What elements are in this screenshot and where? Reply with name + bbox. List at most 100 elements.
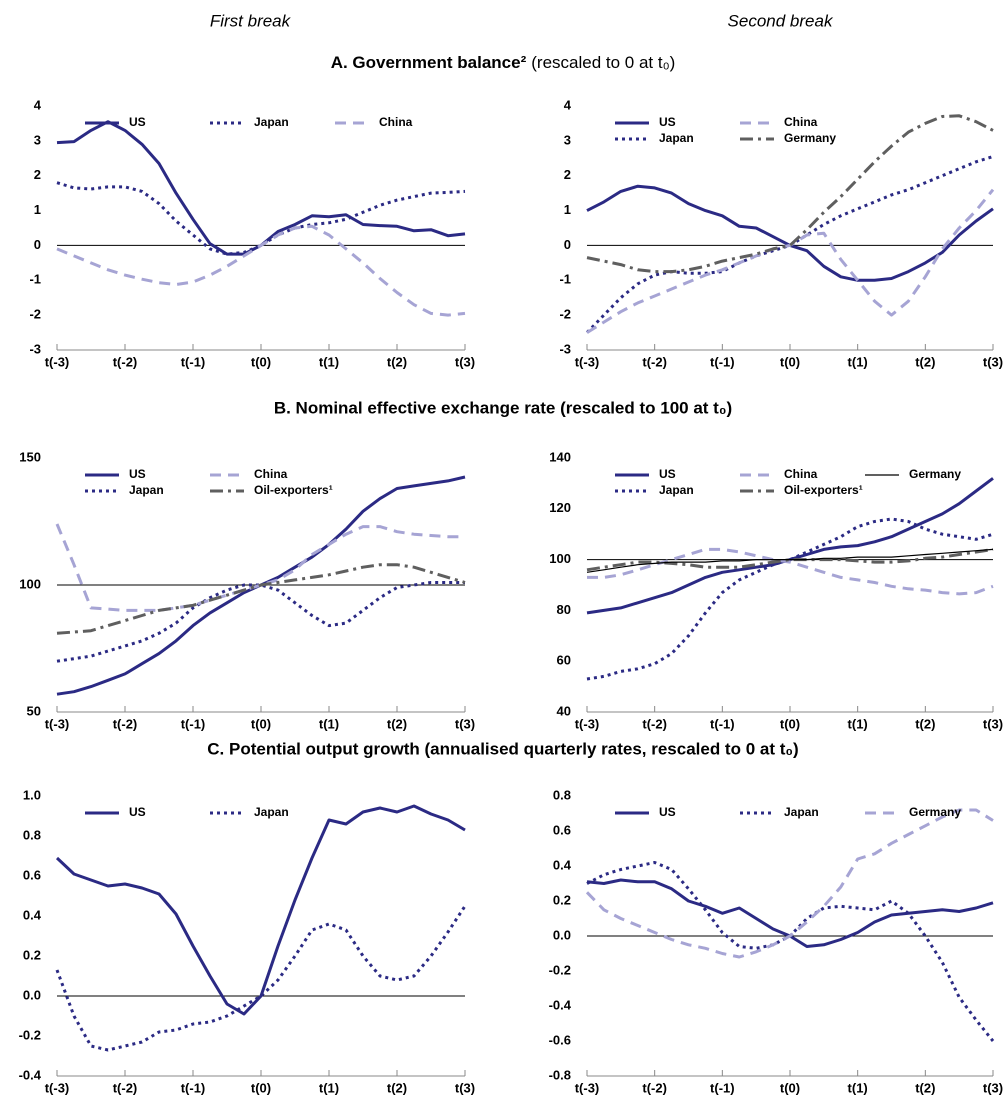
x-tick-label: t(-1) [181,716,206,731]
y-tick-label: -0.2 [19,1027,41,1042]
x-tick-label: t(-2) [642,716,667,731]
legend-label: China [379,115,413,129]
series-line [586,188,995,334]
legend-label: Germany [909,805,961,819]
chart: -0.4 -0.2 0.0 0.2 0.4 0.6 0.8 1.0 t(-3) t(-2) t(-1… [19,787,476,1095]
x-tick-label: t(3) [455,716,475,731]
x-tick-label: t(3) [455,1080,475,1095]
x-tick-label: t(-3) [575,354,600,369]
x-tick-label: t(3) [983,354,1003,369]
chart: -3 -2 -1 0 1 2 3 4 t(-3) t(-2) t(-1) t(0) t(1) t(2) t(… [29,97,475,369]
y-tick-label: 100 [549,551,571,566]
x-tick-label: t(-3) [575,1080,600,1095]
x-tick-label: t(0) [780,354,800,369]
series-line [56,224,466,317]
chart: 50 100 150 t(-3) t(-2) t(-1) t(0) t(1) t(2) t(3) U… [19,449,475,731]
series-line [586,477,994,615]
series-line [586,861,995,1042]
y-tick-label: 1.0 [23,787,41,802]
series-line [56,181,466,256]
legend-label: Germany [784,131,836,145]
legend-label: US [129,805,146,819]
legend-label: China [254,467,288,481]
x-tick-label: t(-3) [45,716,70,731]
legend-label: Japan [659,131,694,145]
chart: -3 -2 -1 0 1 2 3 4 t(-3) t(-2) t(-1) t(0) t(1) t(2) t(… [559,97,1003,369]
y-tick-label: 1 [564,202,571,217]
y-tick-label: 80 [557,602,571,617]
y-tick-label: 0.0 [553,927,571,942]
y-tick-label: 140 [549,449,571,464]
legend-label: Japan [784,805,819,819]
legend-label: Japan [254,805,289,819]
y-tick-label: 0.4 [23,907,42,922]
y-tick-label: 0 [564,237,571,252]
x-tick-label: t(-1) [710,1080,735,1095]
x-tick-label: t(-1) [181,1080,206,1095]
y-tick-label: 0.8 [23,827,41,842]
section-title: A. Government balance² (rescaled to 0 at … [331,53,676,72]
y-tick-label: -1 [29,272,41,287]
series-line [585,808,994,959]
y-tick-label: 0.2 [553,892,571,907]
x-tick-label: t(1) [848,354,868,369]
y-tick-label: -2 [29,307,41,322]
legend-label: Japan [254,115,289,129]
y-tick-label: 0.4 [553,857,572,872]
x-tick-label: t(-2) [113,1080,138,1095]
section-title: B. Nominal effective exchange rate (resc… [274,398,732,417]
legend-label: Japan [659,483,694,497]
legend-label: US [129,115,146,129]
y-tick-label: 2 [34,167,41,182]
x-tick-label: t(1) [319,716,339,731]
section-note: (rescaled to 0 at t₀) [531,53,675,72]
series-line [55,523,465,612]
x-tick-label: t(1) [848,716,868,731]
y-tick-label: 60 [557,653,571,668]
x-tick-label: t(2) [387,354,407,369]
y-tick-label: 4 [34,97,42,112]
y-tick-label: 3 [564,132,571,147]
x-tick-label: t(3) [455,354,475,369]
x-tick-label: t(-2) [642,354,667,369]
y-tick-label: -0.2 [549,962,571,977]
y-tick-label: 0.8 [553,787,571,802]
x-tick-label: t(1) [319,1080,339,1095]
x-tick-label: t(-2) [113,716,138,731]
chart: -0.8 -0.6 -0.4 -0.2 0.0 0.2 0.4 0.6 0.8 t(-3) t(-2… [549,787,1004,1095]
x-tick-label: t(2) [387,1080,407,1095]
y-tick-label: 3 [34,132,41,147]
y-tick-label: 150 [19,449,41,464]
legend-label: Japan [129,483,164,497]
legend-label: US [659,467,676,481]
x-tick-label: t(2) [915,716,935,731]
series-line [586,547,994,572]
x-tick-label: t(-3) [45,354,70,369]
x-tick-label: t(1) [848,1080,868,1095]
y-tick-label: -3 [29,341,41,356]
legend-label: Germany [909,467,961,481]
series-line [586,548,994,573]
series-line [586,114,994,274]
series-line [587,547,994,596]
y-tick-label: -0.4 [19,1067,42,1082]
column-heading: First break [210,11,292,30]
chart: 40 60 80 100 120 140 t(-3) t(-2) t(-1) t(0) t(1) t(… [549,449,1003,731]
series-line [586,184,994,282]
y-tick-label: -0.8 [549,1067,571,1082]
x-tick-label: t(2) [387,716,407,731]
y-tick-label: -0.6 [549,1032,571,1047]
section-title: C. Potential output growth (annualised q… [207,739,798,758]
x-tick-label: t(3) [983,1080,1003,1095]
y-tick-label: 100 [19,576,41,591]
x-tick-label: t(-2) [642,1080,667,1095]
x-tick-label: t(0) [251,716,271,731]
legend-label: US [659,115,676,129]
column-heading: Second break [728,11,834,30]
y-tick-label: 0.6 [553,822,571,837]
series-line [55,804,466,1016]
legend-label: China [784,467,818,481]
x-tick-label: t(-1) [181,354,206,369]
x-tick-label: t(-3) [45,1080,70,1095]
legend-label: US [129,467,146,481]
